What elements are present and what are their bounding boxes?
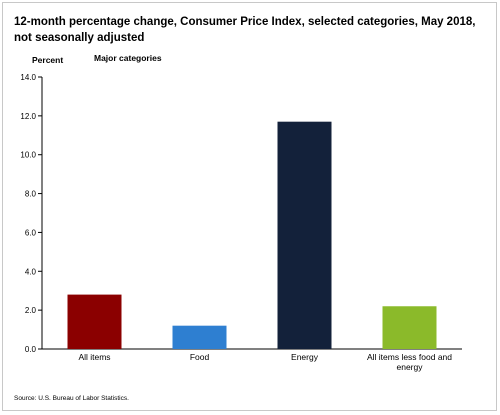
source-note: Source: U.S. Bureau of Labor Statistics.	[14, 395, 129, 402]
bar-all-items-less-food-and-energy	[382, 306, 437, 349]
chart-title: 12-month percentage change, Consumer Pri…	[14, 16, 476, 44]
bar-food	[172, 325, 227, 349]
y-tick-label: 0.0	[25, 345, 37, 354]
x-tick-label: All items less food and energy	[367, 352, 452, 372]
y-tick-label: 2.0	[25, 306, 37, 315]
legend-title: Major categories	[94, 53, 162, 63]
y-tick-label: 6.0	[25, 228, 37, 237]
y-tick-label: 10.0	[20, 151, 36, 160]
bar-energy	[277, 121, 332, 349]
x-tick-label: Food	[190, 352, 210, 362]
y-tick-label: 8.0	[25, 190, 37, 199]
x-tick-label: All items	[78, 352, 110, 362]
bar-all-items	[67, 294, 122, 349]
y-tick-label: 12.0	[20, 112, 36, 121]
x-tick-label: Energy	[291, 352, 319, 362]
y-axis-label: Percent	[32, 55, 64, 65]
y-tick-label: 14.0	[20, 73, 36, 82]
y-tick-label: 4.0	[25, 267, 37, 276]
